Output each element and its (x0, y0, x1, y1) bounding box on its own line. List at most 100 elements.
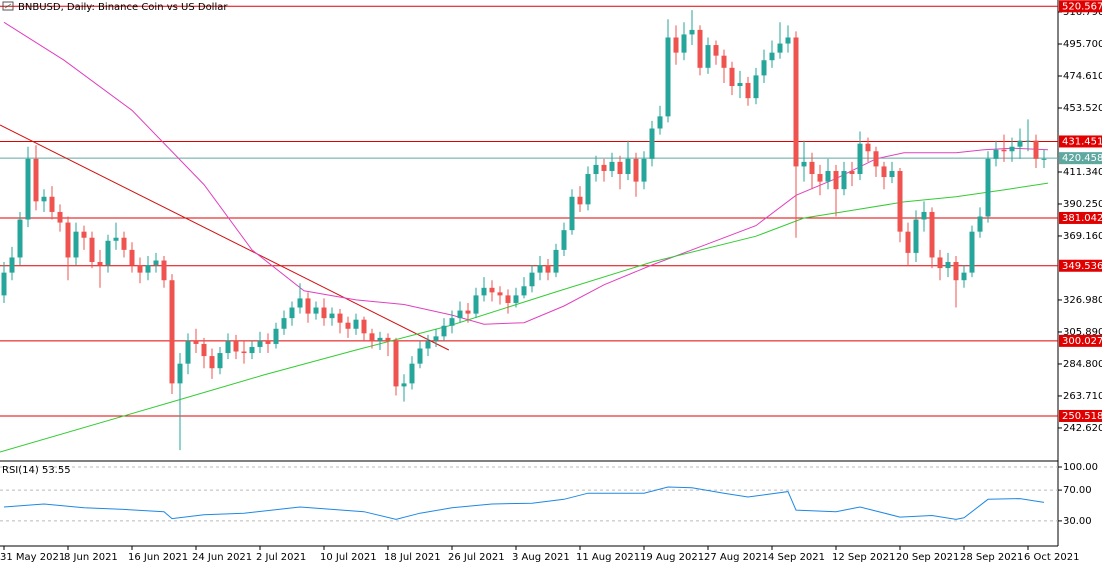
level-label: 349.536 (1062, 261, 1102, 272)
level-label: 250.518 (1062, 411, 1102, 422)
candle-body (993, 149, 999, 159)
candle-body (1009, 146, 1015, 152)
candle-body (57, 211, 63, 223)
x-tick-label: 12 Sep 2021 (832, 552, 895, 563)
candle-body (921, 211, 927, 220)
y-tick-label: 516.790 (1063, 7, 1102, 18)
price-pane (0, 5, 1058, 453)
x-tick-label: 4 Sep 2021 (768, 552, 825, 563)
candle-body (1033, 140, 1039, 159)
y-tick-label: 411.340 (1063, 167, 1102, 178)
candle-body (497, 292, 503, 296)
candle-body (17, 219, 23, 258)
candle-body (737, 82, 743, 87)
candle-body (145, 265, 151, 273)
candle-body (1001, 149, 1007, 152)
x-tick-label: 3 Aug 2021 (512, 552, 570, 563)
candle-body (49, 196, 55, 212)
candle-body (817, 174, 823, 182)
candle-body (937, 257, 943, 269)
candle-body (705, 45, 711, 68)
candle-body (281, 318, 287, 329)
candle-body (929, 211, 935, 258)
y-tick-label: 284.800 (1063, 359, 1102, 370)
candle-body (649, 128, 655, 159)
candle-body (457, 310, 463, 319)
x-tick-label: 11 Aug 2021 (576, 552, 640, 563)
y-tick-label: 305.890 (1063, 327, 1102, 338)
candle-body (977, 216, 983, 232)
candle-body (801, 161, 807, 167)
candle-body (201, 343, 207, 357)
rsi-tick-label: 30.00 (1063, 516, 1092, 527)
candle-body (169, 280, 175, 384)
candle-body (321, 307, 327, 319)
candle-body (913, 219, 919, 253)
candle-body (385, 337, 391, 341)
candle-body (537, 265, 543, 273)
candle-body (313, 307, 319, 314)
candle-body (489, 287, 495, 293)
candle-body (841, 170, 847, 190)
candle-body (881, 166, 887, 178)
candle-body (505, 295, 511, 303)
y-tick-label: 326.980 (1063, 295, 1102, 306)
rsi-line (3, 486, 1045, 520)
y-tick-label: 474.610 (1063, 71, 1102, 82)
level-label-box (1059, 211, 1102, 224)
candle-body (593, 164, 599, 175)
candle-body (673, 37, 679, 53)
candle-body (553, 249, 559, 273)
level-label: 431.451 (1062, 136, 1102, 147)
candle-body (1041, 158, 1047, 160)
y-tick-label: 369.160 (1063, 231, 1102, 242)
candle-body (473, 295, 479, 314)
candle-body (409, 363, 415, 384)
candle-body (217, 353, 223, 369)
candle-body (953, 262, 959, 281)
level-label: 381.042 (1062, 213, 1102, 224)
x-tick-label: 27 Aug 2021 (704, 552, 768, 563)
level-label: 300.027 (1062, 336, 1102, 347)
chart-title: BNBUSD, Daily: Binance Coin vs US Dollar (18, 2, 228, 13)
candle-body (713, 45, 719, 56)
candle-body (337, 313, 343, 323)
candle-body (689, 29, 695, 35)
candle-body (377, 337, 383, 341)
candle-body (329, 313, 335, 319)
candle-body (985, 158, 991, 217)
candle-body (265, 340, 271, 344)
candle-body (785, 37, 791, 44)
candle-body (393, 340, 399, 387)
candle-body (793, 37, 799, 167)
x-tick-label: 31 May 2021 (0, 552, 65, 563)
candle-body (209, 356, 215, 369)
candle-body (753, 75, 759, 99)
last-price-label: 420.458 (1062, 153, 1102, 164)
candle-body (305, 298, 311, 314)
candle-body (513, 295, 519, 303)
candle-body (185, 340, 191, 364)
candle-body (441, 325, 447, 337)
level-label-box (1059, 409, 1102, 422)
candle-body (25, 158, 31, 220)
candle-body (849, 170, 855, 175)
rsi-pane (0, 466, 1058, 522)
candle-body (113, 237, 119, 241)
candle-body (945, 262, 951, 269)
candle-body (89, 237, 95, 263)
candle-body (745, 82, 751, 99)
candle-body (73, 231, 79, 258)
candle-body (9, 257, 15, 273)
candle-body (129, 249, 135, 266)
y-tick-label: 242.620 (1063, 423, 1102, 434)
x-tick-label: 10 Jul 2021 (320, 552, 377, 563)
candle-body (577, 196, 583, 205)
candle-body (889, 170, 895, 178)
candle-body (465, 310, 471, 314)
candle-body (297, 298, 303, 308)
candle-body (865, 143, 871, 152)
